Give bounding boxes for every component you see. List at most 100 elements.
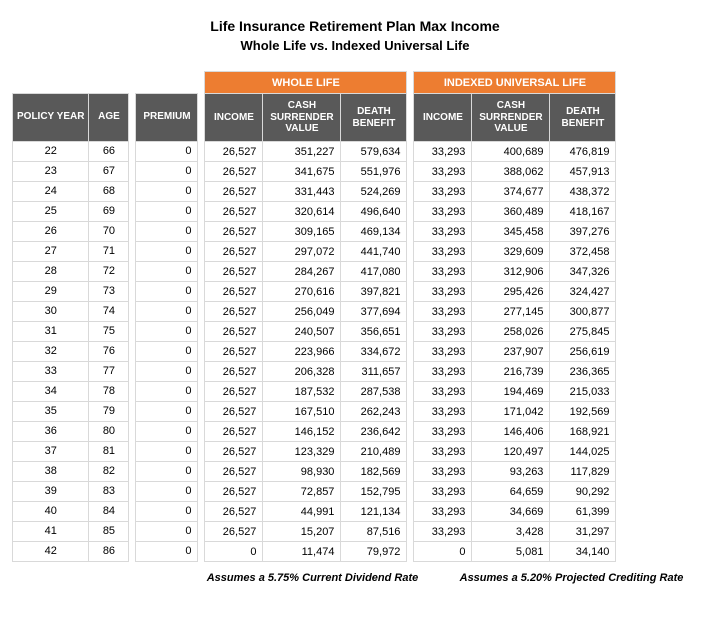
cell-age: 68 bbox=[89, 181, 129, 201]
cell-iul_csv: 5,081 bbox=[472, 542, 550, 562]
cell-wl_db: 417,080 bbox=[341, 262, 407, 282]
cell-py: 37 bbox=[13, 441, 89, 461]
cell-age: 66 bbox=[89, 141, 129, 161]
table-row: 33,293277,145300,877 bbox=[414, 302, 616, 322]
csv-l2: SURRENDER bbox=[479, 112, 542, 123]
cell-age: 71 bbox=[89, 241, 129, 261]
col-wl-db: DEATH BENEFIT bbox=[341, 94, 407, 142]
cell-wl_db: 441,740 bbox=[341, 242, 407, 262]
table-row: 33,293258,026275,845 bbox=[414, 322, 616, 342]
cell-age: 82 bbox=[89, 461, 129, 481]
cell-iul_db: 236,365 bbox=[550, 362, 616, 382]
table-row: 26,527256,049377,694 bbox=[205, 302, 407, 322]
cell-iul_inc: 33,293 bbox=[414, 302, 472, 322]
cell-py: 41 bbox=[13, 521, 89, 541]
cell-prem: 0 bbox=[136, 521, 198, 541]
cell-iul_db: 215,033 bbox=[550, 382, 616, 402]
csv-l1: CASH bbox=[497, 100, 525, 111]
cell-py: 42 bbox=[13, 541, 89, 561]
cell-py: 25 bbox=[13, 201, 89, 221]
cell-wl_csv: 351,227 bbox=[263, 142, 341, 162]
table-row: 4084 bbox=[13, 501, 129, 521]
cell-prem: 0 bbox=[136, 241, 198, 261]
cell-age: 72 bbox=[89, 261, 129, 281]
table-row: 26,527270,616397,821 bbox=[205, 282, 407, 302]
cell-wl_csv: 240,507 bbox=[263, 322, 341, 342]
table-row: 26,527297,072441,740 bbox=[205, 242, 407, 262]
table-row: 4286 bbox=[13, 541, 129, 561]
cell-py: 31 bbox=[13, 321, 89, 341]
cell-wl_db: 152,795 bbox=[341, 482, 407, 502]
cell-wl_db: 121,134 bbox=[341, 502, 407, 522]
cell-iul_db: 438,372 bbox=[550, 182, 616, 202]
table-row: 26,527351,227579,634 bbox=[205, 142, 407, 162]
table-row: 2569 bbox=[13, 201, 129, 221]
cell-iul_csv: 295,426 bbox=[472, 282, 550, 302]
table-row: 2771 bbox=[13, 241, 129, 261]
cell-py: 23 bbox=[13, 161, 89, 181]
cell-age: 80 bbox=[89, 421, 129, 441]
cell-iul_inc: 33,293 bbox=[414, 442, 472, 462]
cell-iul_db: 476,819 bbox=[550, 142, 616, 162]
cell-iul_inc: 33,293 bbox=[414, 182, 472, 202]
cell-iul_inc: 33,293 bbox=[414, 502, 472, 522]
cell-iul_csv: 345,458 bbox=[472, 222, 550, 242]
cell-iul_db: 168,921 bbox=[550, 422, 616, 442]
table-row: 05,08134,140 bbox=[414, 542, 616, 562]
cell-iul_inc: 33,293 bbox=[414, 342, 472, 362]
cell-age: 78 bbox=[89, 381, 129, 401]
cell-wl_inc: 26,527 bbox=[205, 502, 263, 522]
csv-l2: SURRENDER bbox=[270, 112, 333, 123]
cell-wl_csv: 167,510 bbox=[263, 402, 341, 422]
table-premium: PREMIUM 000000000000000000000 bbox=[135, 71, 198, 562]
cell-iul_db: 34,140 bbox=[550, 542, 616, 562]
cell-wl_csv: 320,614 bbox=[263, 202, 341, 222]
table-row: 33,293216,739236,365 bbox=[414, 362, 616, 382]
footnote-spacer bbox=[12, 572, 180, 584]
table-row: 0 bbox=[136, 421, 198, 441]
table-row: 2872 bbox=[13, 261, 129, 281]
cell-wl_csv: 223,966 bbox=[263, 342, 341, 362]
cell-iul_inc: 0 bbox=[414, 542, 472, 562]
cell-wl_inc: 26,527 bbox=[205, 222, 263, 242]
cell-py: 38 bbox=[13, 461, 89, 481]
cell-py: 35 bbox=[13, 401, 89, 421]
table-row: 0 bbox=[136, 481, 198, 501]
cell-wl_db: 311,657 bbox=[341, 362, 407, 382]
table-whole-life: WHOLE LIFE INCOME CASH SURRENDER VALUE D… bbox=[204, 71, 407, 562]
col-wl-csv: CASH SURRENDER VALUE bbox=[263, 94, 341, 142]
cell-prem: 0 bbox=[136, 461, 198, 481]
table-row: 2670 bbox=[13, 221, 129, 241]
cell-prem: 0 bbox=[136, 341, 198, 361]
table-row: 0 bbox=[136, 221, 198, 241]
cell-wl_db: 262,243 bbox=[341, 402, 407, 422]
cell-wl_db: 551,976 bbox=[341, 162, 407, 182]
cell-iul_db: 397,276 bbox=[550, 222, 616, 242]
cell-iul_csv: 120,497 bbox=[472, 442, 550, 462]
cell-wl_csv: 309,165 bbox=[263, 222, 341, 242]
cell-wl_db: 236,642 bbox=[341, 422, 407, 442]
table-row: 3175 bbox=[13, 321, 129, 341]
cell-py: 33 bbox=[13, 361, 89, 381]
table-row: 0 bbox=[136, 161, 198, 181]
cell-wl_inc: 26,527 bbox=[205, 462, 263, 482]
table-row: 0 bbox=[136, 401, 198, 421]
cell-wl_inc: 26,527 bbox=[205, 202, 263, 222]
table-row: 3579 bbox=[13, 401, 129, 421]
table-row: 3781 bbox=[13, 441, 129, 461]
table-row: 4185 bbox=[13, 521, 129, 541]
table-row: 26,52715,20787,516 bbox=[205, 522, 407, 542]
footnote-whole-life: Assumes a 5.75% Current Dividend Rate bbox=[186, 572, 439, 584]
cell-age: 85 bbox=[89, 521, 129, 541]
cell-age: 76 bbox=[89, 341, 129, 361]
cell-prem: 0 bbox=[136, 321, 198, 341]
cell-wl_csv: 98,930 bbox=[263, 462, 341, 482]
cell-age: 81 bbox=[89, 441, 129, 461]
cell-age: 79 bbox=[89, 401, 129, 421]
table-row: 26,52744,991121,134 bbox=[205, 502, 407, 522]
table-row: 2367 bbox=[13, 161, 129, 181]
table-row: 0 bbox=[136, 501, 198, 521]
table-row: 0 bbox=[136, 141, 198, 161]
cell-iul_csv: 277,145 bbox=[472, 302, 550, 322]
table-row: 0 bbox=[136, 441, 198, 461]
